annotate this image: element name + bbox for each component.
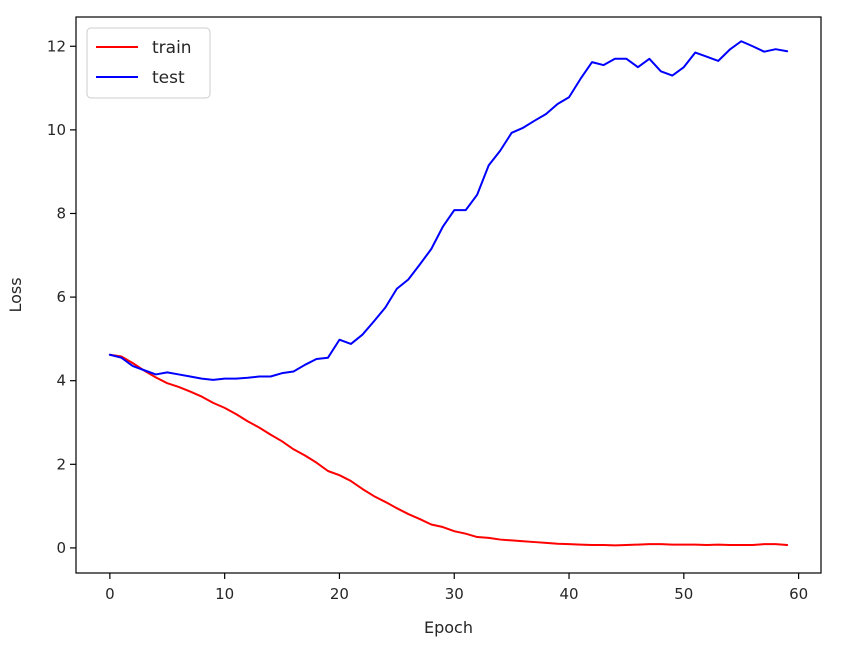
y-tick-label: 0 [56,539,66,557]
legend-label-test: test [152,68,185,88]
x-tick-label: 60 [789,585,808,603]
y-tick-label: 4 [56,372,66,390]
x-tick-label: 20 [330,585,349,603]
plot-area [108,40,789,547]
x-tick-label: 10 [215,585,234,603]
series-line-train [108,353,789,547]
y-tick-label: 8 [56,204,66,222]
series-line-test [108,40,789,381]
x-tick-label: 40 [559,585,578,603]
y-tick-label: 10 [47,121,66,139]
y-tick-label: 2 [56,455,66,473]
x-tick-label: 30 [445,585,464,603]
y-tick-label: 12 [47,37,66,55]
legend-box [86,27,211,99]
axes: 0 10 20 30 40 50 60 0 2 4 6 8 10 12 [47,16,822,603]
x-tick-label: 0 [105,585,115,603]
y-tick-label: 6 [56,288,66,306]
y-axis-label: Loss [6,277,25,312]
x-tick-label: 50 [674,585,693,603]
axes-frame [75,16,822,574]
legend-label-train: train [152,38,192,58]
legend: train test [86,27,211,99]
x-axis-label: Epoch [424,618,473,637]
